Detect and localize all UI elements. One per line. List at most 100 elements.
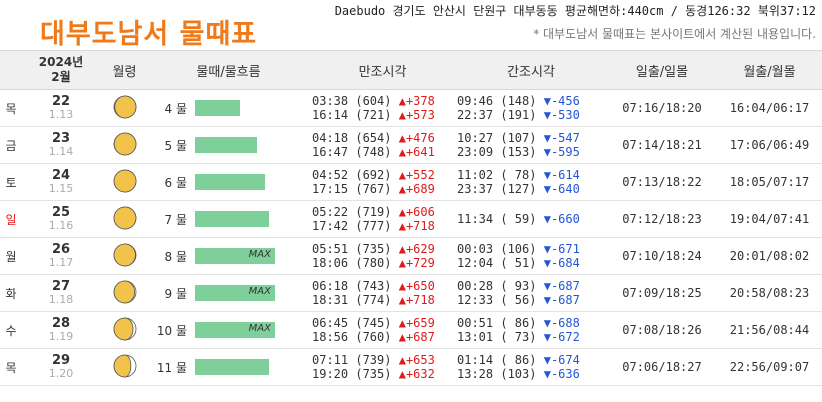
low-diff: -456 — [550, 94, 580, 108]
moon-phase-icon — [113, 206, 137, 233]
moon-cell — [102, 348, 147, 386]
low-tide-cell: 11:34 ( 59) ▼-660 — [455, 200, 607, 238]
low-time: 10:27 (107) — [457, 131, 537, 145]
fall-arrow-icon: ▼ — [543, 94, 551, 108]
mul-label: 8 물 — [164, 249, 188, 264]
high-time: 17:42 (777) — [312, 219, 392, 233]
moon-cell — [102, 163, 147, 201]
day-number: 22 — [51, 94, 71, 109]
day-of-week: 목 — [0, 89, 20, 127]
low-time: 23:09 (153) — [457, 145, 537, 159]
rise-arrow-icon: ▲ — [398, 219, 406, 233]
rise-arrow-icon: ▲ — [398, 242, 406, 256]
moon-phase-icon — [113, 280, 137, 307]
moon-phase-icon — [113, 317, 137, 344]
sunrise-sunset: 07:14/18:21 — [607, 126, 717, 164]
high-line: 16:14 (721) ▲+573 — [310, 108, 455, 122]
high-diff: +629 — [405, 242, 435, 256]
low-line: 23:09 (153) ▼-595 — [455, 145, 607, 159]
low-time: 00:03 (106) — [457, 242, 537, 256]
rise-arrow-icon: ▲ — [398, 353, 406, 367]
high-tide-cell: 05:51 (735) ▲+629 18:06 (780) ▲+729 — [310, 237, 455, 275]
header-year: 2024년 — [38, 55, 84, 69]
rise-arrow-icon: ▲ — [398, 168, 406, 182]
rise-arrow-icon: ▲ — [398, 256, 406, 270]
high-diff: +606 — [405, 205, 435, 219]
sunrise-sunset: 07:16/18:20 — [607, 89, 717, 127]
low-diff: -636 — [550, 367, 580, 381]
fall-arrow-icon: ▼ — [543, 353, 551, 367]
fall-arrow-icon: ▼ — [543, 256, 551, 270]
low-line: 11:34 ( 59) ▼-660 — [455, 212, 607, 226]
mul-label: 10 물 — [156, 323, 187, 338]
table-row: 화 27 1.18 9 물 MAX 06:18 (743) ▲+650 18:31 (77… — [0, 274, 822, 312]
flow-bar-fill — [195, 174, 266, 190]
mul-label: 9 물 — [164, 286, 188, 301]
high-time: 19:20 (735) — [312, 367, 392, 381]
mul-cell: 10 물 MAX — [147, 311, 310, 349]
high-diff: +378 — [405, 94, 435, 108]
mul-cell: 8 물 MAX — [147, 237, 310, 275]
mul-cell: 5 물 — [147, 126, 310, 164]
moon-phase-icon — [113, 354, 137, 381]
high-time: 05:22 (719) — [312, 205, 392, 219]
day-of-week: 월 — [0, 237, 20, 275]
rise-arrow-icon: ▲ — [398, 316, 406, 330]
flow-bar-fill — [195, 359, 269, 375]
low-line: 23:37 (127) ▼-640 — [455, 182, 607, 196]
low-tide-cell: 00:28 ( 93) ▼-687 12:33 ( 56) ▼-687 — [455, 274, 607, 312]
low-time: 00:28 ( 93) — [457, 279, 537, 293]
high-tide-cell: 06:18 (743) ▲+650 18:31 (774) ▲+718 — [310, 274, 455, 312]
high-diff: +573 — [405, 108, 435, 122]
date-cell: 22 1.13 — [20, 89, 102, 127]
low-line: 13:28 (103) ▼-636 — [455, 367, 607, 381]
low-time: 13:01 ( 73) — [457, 330, 537, 344]
day-number: 23 — [51, 131, 71, 146]
tide-table-body: 목 22 1.13 4 물 03:38 (604) ▲+378 16:14 (721) … — [0, 89, 822, 397]
flow-bar-fill — [195, 211, 269, 227]
high-diff: +476 — [405, 131, 435, 145]
low-line: 00:51 ( 86) ▼-688 — [455, 316, 607, 330]
rise-arrow-icon: ▲ — [398, 205, 406, 219]
low-time: 00:51 ( 86) — [457, 316, 537, 330]
flow-max-label: MAX — [248, 286, 271, 297]
table-row-cutoff — [0, 386, 822, 397]
fall-arrow-icon: ▼ — [543, 145, 551, 159]
high-line: 04:52 (692) ▲+552 — [310, 168, 455, 182]
header-high: 만조시각 — [310, 50, 455, 90]
low-time: 09:46 (148) — [457, 94, 537, 108]
low-time: 12:33 ( 56) — [457, 293, 537, 307]
low-line: 01:14 ( 86) ▼-674 — [455, 353, 607, 367]
low-time: 12:04 ( 51) — [457, 256, 537, 270]
high-time: 03:38 (604) — [312, 94, 392, 108]
table-row: 월 26 1.17 8 물 MAX 05:51 (735) ▲+629 18:06 (78… — [0, 237, 822, 275]
flow-bar: MAX — [195, 322, 275, 338]
rise-arrow-icon: ▲ — [398, 131, 406, 145]
date-cell: 25 1.16 — [20, 200, 102, 238]
sunrise-sunset: 07:06/18:27 — [607, 348, 717, 386]
sunrise-sunset: 07:10/18:24 — [607, 237, 717, 275]
high-diff: +687 — [405, 330, 435, 344]
sunrise-sunset: 07:13/18:22 — [607, 163, 717, 201]
high-time: 06:18 (743) — [312, 279, 392, 293]
day-of-week: 일 — [0, 200, 20, 238]
low-diff: -640 — [550, 182, 580, 196]
low-line: 00:28 ( 93) ▼-687 — [455, 279, 607, 293]
low-tide-cell: 09:46 (148) ▼-456 22:37 (191) ▼-530 — [455, 89, 607, 127]
moon-phase-icon — [113, 243, 137, 270]
header-low: 간조시각 — [455, 50, 607, 90]
lunar-date: 1.18 — [48, 293, 74, 306]
high-time: 06:45 (745) — [312, 316, 392, 330]
date-cell: 24 1.15 — [20, 163, 102, 201]
moon-cell — [102, 311, 147, 349]
day-of-week: 토 — [0, 163, 20, 201]
mul-cell: 6 물 — [147, 163, 310, 201]
rise-arrow-icon: ▲ — [398, 108, 406, 122]
table-row — [0, 386, 822, 397]
lunar-date: 1.13 — [48, 108, 74, 121]
low-time: 13:28 (103) — [457, 367, 537, 381]
fall-arrow-icon: ▼ — [543, 242, 551, 256]
flow-bar-fill: MAX — [195, 285, 275, 301]
high-line: 07:11 (739) ▲+653 — [310, 353, 455, 367]
lunar-date: 1.19 — [48, 330, 74, 343]
